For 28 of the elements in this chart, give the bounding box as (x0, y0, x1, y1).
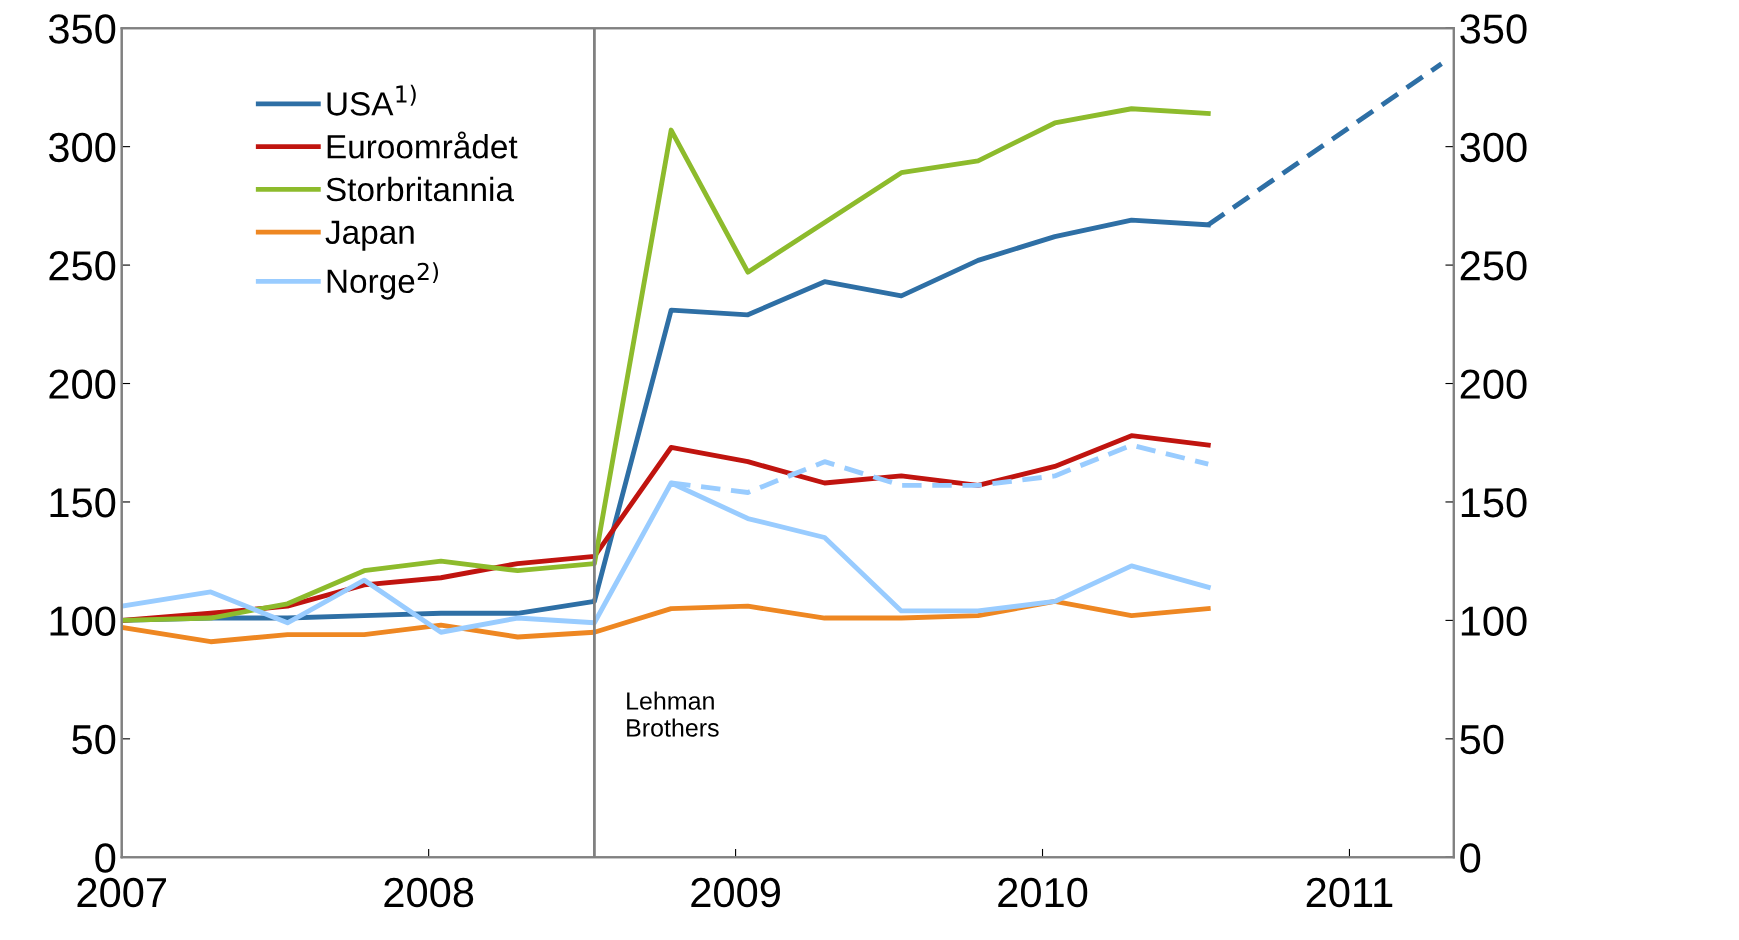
y-tick-label: 150 (50, 487, 116, 518)
x-tick-label: 2010 (998, 877, 1088, 908)
legend-label: Japan (325, 220, 414, 251)
x-tick-label: 2011 (1306, 877, 1393, 908)
y2-tick-label: 150 (1461, 487, 1527, 518)
y2-tick-label: 350 (1460, 14, 1527, 44)
y-tick-label: 0 (95, 843, 116, 873)
y2-tick-label: 250 (1460, 251, 1527, 281)
legend-label: USA$^{1)}$ (327, 84, 416, 116)
y2-tick-label: 100 (1461, 606, 1527, 636)
y-tick-label: 50 (72, 724, 116, 755)
x-tick-label: 2008 (384, 877, 474, 908)
y-tick-label: 350 (48, 14, 116, 44)
y2-tick-label: 300 (1460, 132, 1527, 163)
y2-tick-label: 200 (1460, 369, 1527, 400)
y-tick-label: 200 (49, 369, 116, 400)
ref-line-label: Lehman Brothers (627, 691, 719, 737)
legend-label: Storbritannia (326, 176, 514, 202)
x-tick-label: 2009 (691, 877, 780, 908)
legend-label: Norge$^{2)}$ (327, 262, 439, 300)
line-series (121, 599, 1211, 645)
x-tick-label: 2007 (77, 877, 166, 908)
y-tick-label: 300 (48, 132, 116, 163)
y2-tick-label: 0 (1460, 843, 1481, 873)
y2-tick-label: 50 (1460, 724, 1504, 755)
y-tick-label: 100 (50, 606, 116, 636)
y-tick-label: 250 (49, 251, 116, 281)
legend-label: Euroområdet (327, 131, 518, 159)
